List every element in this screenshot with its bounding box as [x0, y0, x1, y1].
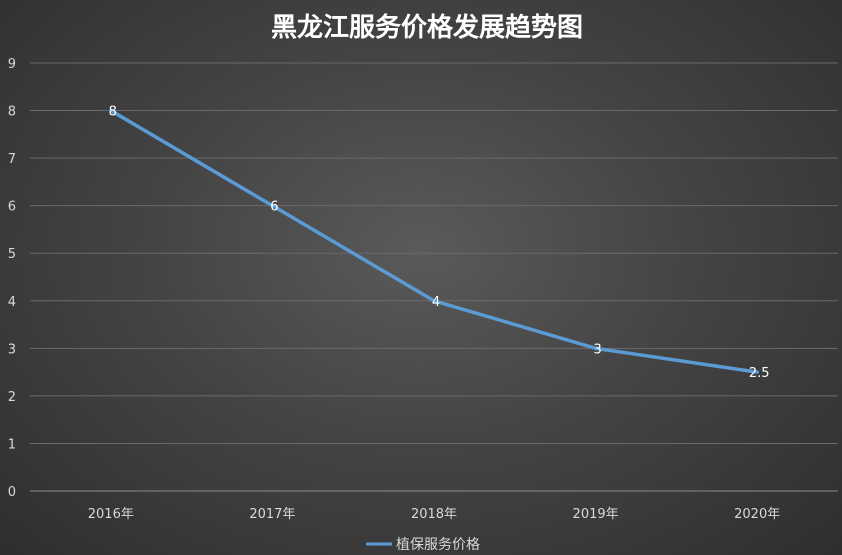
data-label: 6: [270, 200, 278, 215]
x-axis-ticks: 2016年 2017年 2018年 2019年 2020年: [88, 507, 780, 522]
gridlines: [30, 62, 838, 492]
y-axis-ticks: 0 1 2 3 4 5 6 7 8 9: [8, 57, 16, 500]
y-tick-label: 0: [8, 485, 16, 500]
x-tick-label: 2019年: [573, 507, 619, 522]
chart-title: 黑龙江服务价格发展趋势图: [271, 12, 583, 43]
data-label: 3: [593, 342, 601, 357]
y-tick-label: 9: [8, 57, 16, 72]
x-tick-label: 2018年: [411, 507, 457, 522]
data-label: 2.5: [749, 366, 770, 381]
y-tick-label: 6: [8, 200, 16, 215]
y-tick-label: 7: [8, 152, 16, 167]
y-tick-label: 4: [8, 295, 16, 310]
y-tick-label: 1: [8, 437, 16, 452]
y-tick-label: 3: [8, 342, 16, 357]
x-tick-label: 2017年: [249, 507, 295, 522]
data-label: 8: [109, 105, 117, 120]
y-tick-label: 2: [8, 390, 16, 405]
x-tick-label: 2016年: [88, 507, 134, 522]
series-layer: [109, 108, 759, 374]
x-tick-label: 2020年: [734, 507, 780, 522]
y-tick-label: 8: [8, 105, 16, 120]
y-tick-label: 5: [8, 247, 16, 262]
legend-label: 植保服务价格: [396, 537, 480, 553]
series-line[interactable]: [109, 108, 759, 374]
data-label: 4: [432, 295, 440, 310]
data-labels: 8 6 4 3 2.5: [109, 105, 770, 382]
legend[interactable]: 植保服务价格: [366, 537, 480, 553]
